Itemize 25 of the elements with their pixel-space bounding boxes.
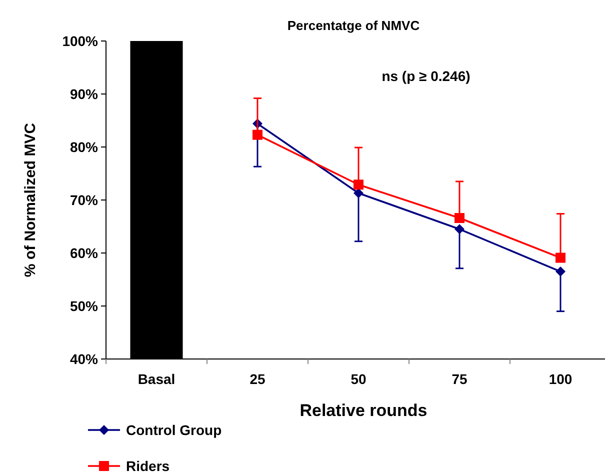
x-tick-label: Basal: [138, 371, 176, 387]
y-axis-title: % of Normalized MVC: [22, 122, 39, 278]
point: [252, 130, 262, 140]
point: [556, 252, 566, 263]
point: [454, 224, 464, 234]
x-tick-label: 75: [452, 371, 468, 387]
point: [556, 266, 566, 277]
y-tick-label: 50%: [70, 298, 99, 314]
y-tick-label: 60%: [70, 244, 99, 261]
y-tick-label: 100%: [62, 32, 99, 49]
x-tick-label: 100: [548, 371, 572, 387]
y-tick-label: 80%: [70, 138, 99, 155]
annotation: ns (p ≥ 0.246): [382, 68, 470, 84]
chart-title: Percentatge of NMVC: [287, 18, 420, 33]
y-tick-label: 70%: [70, 192, 99, 208]
x-tick-label: 50: [350, 371, 366, 387]
point: [454, 213, 464, 224]
x-tick-label: 25: [250, 371, 266, 387]
y-tick-label: 40%: [70, 350, 99, 367]
legend-label: Control Group: [126, 422, 222, 438]
point: [354, 188, 364, 198]
legend-label: Riders: [126, 458, 170, 473]
y-tick-label: 90%: [70, 86, 99, 102]
x-axis-title: Relative rounds: [300, 401, 428, 420]
point: [354, 180, 364, 190]
